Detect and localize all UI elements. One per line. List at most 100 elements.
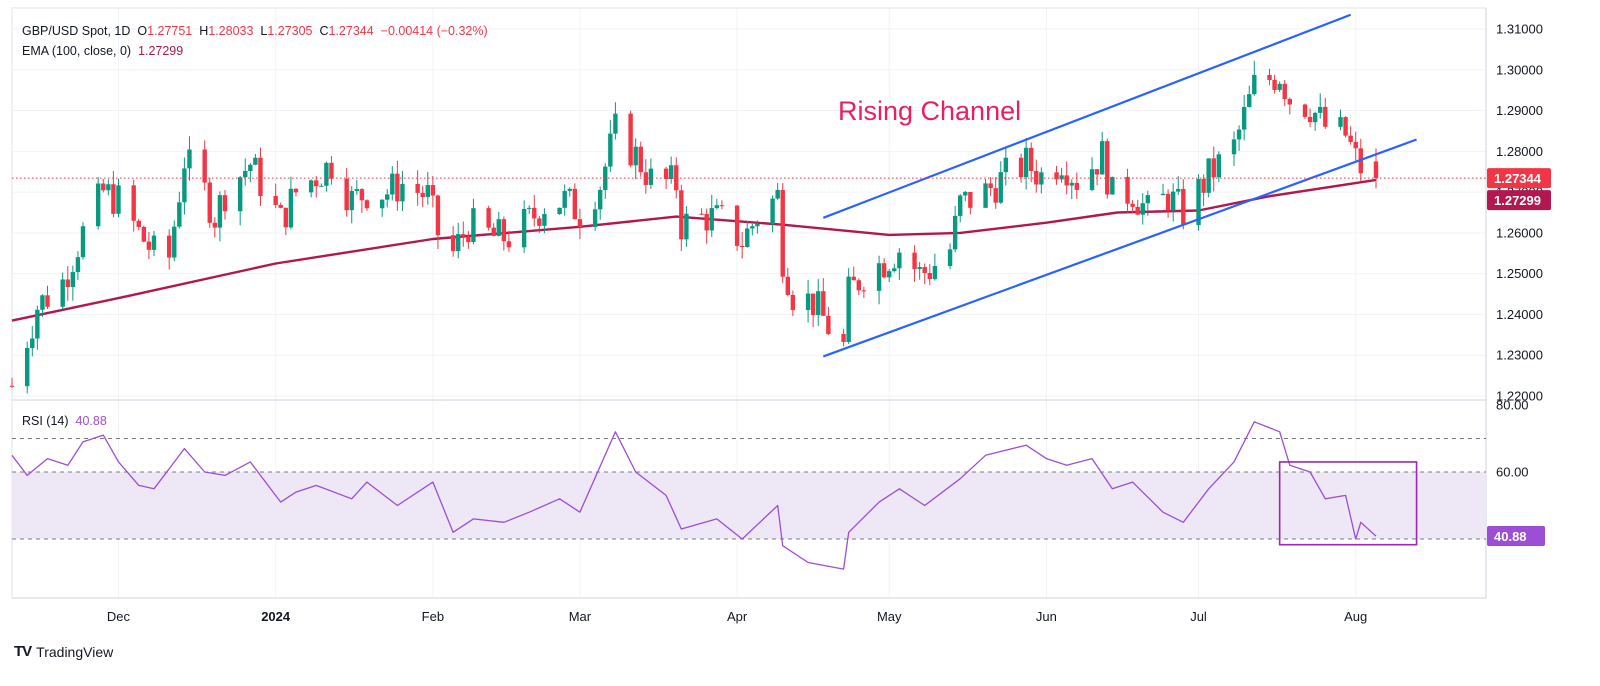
- candle-body: [248, 164, 253, 171]
- candle-body: [329, 162, 334, 179]
- candle-body: [537, 218, 542, 226]
- candle-body: [80, 226, 86, 258]
- candle-body: [222, 195, 228, 212]
- candle-body: [1267, 74, 1272, 80]
- candle-body: [1348, 135, 1353, 142]
- candle-body: [775, 189, 780, 199]
- candle-body: [897, 252, 902, 269]
- price-badge-label: 1.27344: [1494, 171, 1542, 186]
- candle-body: [273, 195, 278, 205]
- price-badge-label: 1.27299: [1494, 193, 1541, 208]
- candle-body: [111, 184, 116, 214]
- candle-body: [816, 291, 821, 316]
- change-value: −0.00414 (−0.32%): [380, 24, 488, 38]
- tradingview-logo-icon: TV: [14, 643, 32, 660]
- candle-body: [35, 309, 40, 339]
- candle-body: [826, 315, 831, 335]
- candle-body: [734, 205, 740, 246]
- low-value: 1.27305: [267, 24, 313, 38]
- candle-body: [1130, 203, 1135, 207]
- rsi-14-line: [11, 421, 1377, 570]
- candle-body: [430, 185, 436, 196]
- candle-body: [785, 276, 791, 295]
- candle-body: [435, 195, 441, 236]
- price-tick-label: 1.26000: [1496, 225, 1543, 240]
- candle-body: [608, 133, 613, 167]
- channel-lower-line: [822, 138, 1417, 358]
- price-tick-label: 1.30000: [1496, 62, 1543, 77]
- candle-body: [9, 385, 15, 387]
- candle-body: [1089, 169, 1095, 190]
- candle-body: [1176, 188, 1181, 192]
- rsi-legend: RSI (14) 40.88: [22, 414, 107, 428]
- candle-body: [952, 215, 958, 250]
- candle-body: [96, 183, 101, 227]
- candle-body: [633, 146, 638, 166]
- candle-body: [395, 173, 400, 202]
- candle-body: [1094, 169, 1100, 175]
- candle-body: [679, 190, 684, 240]
- candle-body: [390, 173, 395, 195]
- candle-body: [562, 190, 567, 208]
- close-label: C: [319, 24, 329, 38]
- rsi-band: [12, 438, 1486, 540]
- price-tick-label: 1.23000: [1496, 348, 1543, 363]
- candle-body: [1028, 147, 1034, 171]
- candle-body: [1105, 141, 1110, 195]
- candle-body: [1125, 176, 1130, 204]
- candle-body: [1099, 141, 1105, 175]
- candle-body: [1307, 116, 1313, 123]
- candle-body: [861, 290, 867, 292]
- candle-body: [461, 234, 466, 237]
- candle-body: [349, 191, 354, 211]
- candle-body: [998, 172, 1003, 203]
- candle-body: [1247, 94, 1252, 107]
- candle-body: [521, 208, 527, 248]
- candle-body: [790, 294, 796, 311]
- candle-body: [750, 226, 755, 229]
- candle-body: [288, 188, 294, 228]
- candle-body: [207, 182, 212, 223]
- tradingview-brand[interactable]: TV TradingView: [14, 643, 113, 660]
- candle-body: [887, 271, 892, 278]
- candle-body: [364, 200, 370, 209]
- candle-body: [344, 178, 349, 211]
- rsi-value: 40.88: [75, 414, 107, 428]
- candle-body: [927, 272, 932, 280]
- time-tick-label: Apr: [727, 609, 748, 624]
- candle-body: [243, 170, 248, 178]
- candle-body: [1201, 178, 1206, 193]
- candle-body: [704, 213, 709, 231]
- candle-body: [1211, 158, 1216, 178]
- candle-body: [1302, 104, 1308, 117]
- candle-body: [805, 293, 811, 311]
- candle-body: [40, 295, 45, 310]
- rsi-line: [11, 421, 1377, 570]
- time-tick-label: Jun: [1036, 609, 1057, 624]
- candle-body: [1023, 147, 1029, 178]
- candle-body: [182, 168, 187, 203]
- candle-body: [258, 157, 263, 196]
- candle-body: [1287, 98, 1292, 105]
- candle-body: [1216, 154, 1222, 178]
- price-tick-label: 1.29000: [1496, 103, 1543, 118]
- candle-body: [101, 183, 106, 191]
- candle-body: [136, 220, 141, 227]
- candle-body: [471, 208, 476, 243]
- candle-body: [146, 241, 152, 250]
- candle-body: [354, 189, 360, 192]
- candle-body: [1170, 191, 1176, 211]
- overlays: [12, 177, 1486, 546]
- candle-body: [1135, 206, 1140, 215]
- candle-body: [821, 291, 826, 316]
- candle-body: [1353, 141, 1358, 149]
- candle-body: [293, 188, 299, 193]
- open-value: 1.27751: [147, 24, 193, 38]
- rsi-highlight-box: [1278, 461, 1418, 546]
- candle-body: [892, 268, 897, 272]
- candle-body: [106, 184, 111, 191]
- candle-body: [780, 189, 785, 277]
- candle-body: [917, 267, 922, 270]
